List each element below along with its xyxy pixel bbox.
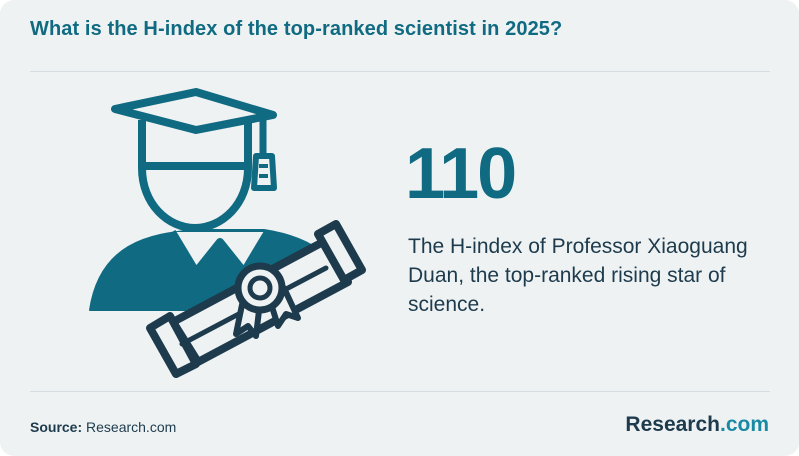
h-index-value: 110 <box>405 134 517 214</box>
brand-name: Research <box>625 413 720 436</box>
question-title: What is the H-index of the top-ranked sc… <box>30 18 563 40</box>
source-attribution: Source: Research.com <box>30 419 176 435</box>
source-label: Source: <box>30 419 83 435</box>
source-value: Research.com <box>86 419 177 435</box>
brand-suffix: .com <box>719 413 769 436</box>
top-divider <box>30 71 770 72</box>
graduate-with-diploma-icon <box>78 82 378 382</box>
brand-logo: Research.com <box>625 413 769 437</box>
bottom-divider <box>30 391 770 392</box>
h-index-caption: The H-index of Professor Xiaoguang Duan,… <box>408 235 748 316</box>
